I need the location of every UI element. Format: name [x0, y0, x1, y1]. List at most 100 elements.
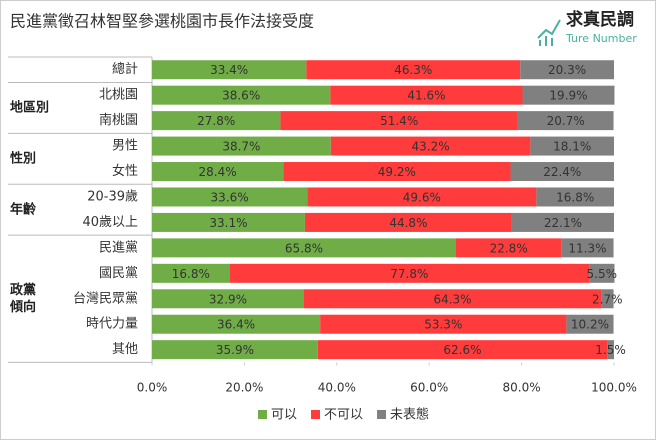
x-tick-label: 40.0% — [318, 381, 356, 395]
value-label: 20.3% — [548, 63, 586, 77]
bar-segment — [152, 136, 331, 156]
value-label: 38.7% — [222, 140, 260, 154]
x-tick-label: 80.0% — [503, 381, 541, 395]
bar-segment — [330, 85, 523, 105]
bar-segment — [510, 162, 614, 182]
bar-segment — [152, 60, 307, 80]
y-tick-label: 其他 — [112, 342, 138, 357]
value-label: 16.8% — [172, 267, 210, 281]
x-tick-label: 60.0% — [410, 381, 448, 395]
y-tick-label: 20-39歲 — [87, 189, 138, 204]
value-label: 41.6% — [407, 89, 445, 103]
y-tick-label: 女性 — [112, 163, 138, 179]
value-label: 22.4% — [543, 165, 581, 179]
bar-segment — [522, 85, 615, 105]
bar-segment — [152, 85, 331, 105]
value-label: 5.5% — [587, 267, 618, 281]
value-label: 22.1% — [544, 216, 582, 230]
bar-segment — [152, 212, 305, 232]
value-label: 49.6% — [403, 190, 441, 204]
bar-segment — [152, 238, 456, 258]
bar-segment — [320, 314, 567, 334]
value-label: 27.8% — [197, 114, 235, 128]
y-tick-label: 北桃園 — [99, 88, 138, 103]
value-label: 53.3% — [424, 318, 462, 332]
value-label: 2.7% — [592, 292, 623, 306]
value-label: 28.4% — [199, 165, 237, 179]
group-label: 政黨 傾向 — [10, 282, 37, 315]
bar-segment — [317, 340, 608, 360]
x-tick-label: 0.0% — [137, 381, 168, 395]
group-label: 性別 — [10, 151, 37, 167]
bar-segment — [589, 263, 615, 283]
bar-segment — [307, 187, 537, 207]
bar-segment — [152, 263, 230, 283]
value-label: 46.3% — [394, 63, 432, 77]
bar-segment — [511, 212, 614, 232]
bar-segment — [152, 162, 284, 182]
bar-segment — [306, 60, 521, 80]
value-label: 11.3% — [568, 241, 606, 255]
legend-label: 不可以 — [324, 408, 363, 423]
value-label: 19.9% — [549, 89, 587, 103]
value-label: 43.2% — [412, 140, 450, 154]
value-label: 33.1% — [209, 216, 247, 230]
value-label: 65.8% — [285, 241, 323, 255]
chart-title: 民進黨徵召林智堅參選桃園市長作法接受度 — [10, 12, 314, 31]
bar-segment — [152, 340, 318, 360]
value-label: 33.4% — [210, 63, 248, 77]
y-tick-label: 國民黨 — [99, 266, 138, 281]
bar-segment — [601, 289, 614, 309]
y-tick-label: 南桃園 — [99, 112, 138, 128]
y-tick-label: 時代力量 — [86, 317, 138, 332]
y-tick-label: 總計 — [112, 61, 138, 77]
y-tick-label: 民進黨 — [99, 240, 138, 255]
y-tick-label: 40歲以上 — [82, 215, 138, 230]
value-label: 35.9% — [216, 343, 254, 357]
value-label: 44.8% — [389, 216, 427, 230]
bar-segment — [152, 314, 321, 334]
x-tick-label: 100.0% — [591, 381, 637, 395]
value-label: 22.8% — [490, 241, 528, 255]
value-label: 16.8% — [556, 190, 594, 204]
value-label: 32.9% — [209, 292, 247, 306]
legend-label: 可以 — [271, 408, 297, 423]
value-label: 18.1% — [553, 140, 591, 154]
bar-segment — [152, 289, 304, 309]
legend-swatch — [258, 410, 267, 419]
bar-segment — [455, 238, 562, 258]
value-label: 36.4% — [217, 318, 255, 332]
logo-title: 求真民調 — [566, 9, 634, 30]
group-label: 年齡 — [10, 202, 37, 218]
bar-segment — [566, 314, 614, 334]
value-label: 1.5% — [595, 343, 626, 357]
bar-segment — [330, 136, 531, 156]
value-label: 10.2% — [571, 318, 609, 332]
bar-segment — [561, 238, 614, 258]
value-label: 51.4% — [380, 114, 418, 128]
bar-segment — [152, 187, 308, 207]
bar-segment — [607, 340, 614, 360]
y-tick-label: 男性 — [112, 139, 138, 154]
value-label: 49.2% — [378, 165, 416, 179]
value-label: 62.6% — [443, 343, 481, 357]
logo-subtitle: Ture Number — [565, 32, 637, 45]
bar-segment — [517, 111, 614, 131]
bar-segment — [530, 136, 614, 156]
legend-swatch — [377, 410, 387, 419]
value-label: 38.6% — [222, 89, 260, 103]
value-label: 20.7% — [547, 114, 585, 128]
value-label: 33.6% — [211, 190, 249, 204]
y-tick-label: 台灣民眾黨 — [73, 291, 138, 306]
legend-swatch — [311, 410, 321, 419]
bar-segment — [303, 289, 602, 309]
bar-segment — [229, 263, 590, 283]
bar-segment — [280, 111, 518, 131]
bar-segment — [520, 60, 614, 80]
bar-segment — [536, 187, 614, 207]
value-label: 77.8% — [390, 267, 428, 281]
value-label: 64.3% — [433, 292, 471, 306]
bar-segment — [304, 212, 512, 232]
